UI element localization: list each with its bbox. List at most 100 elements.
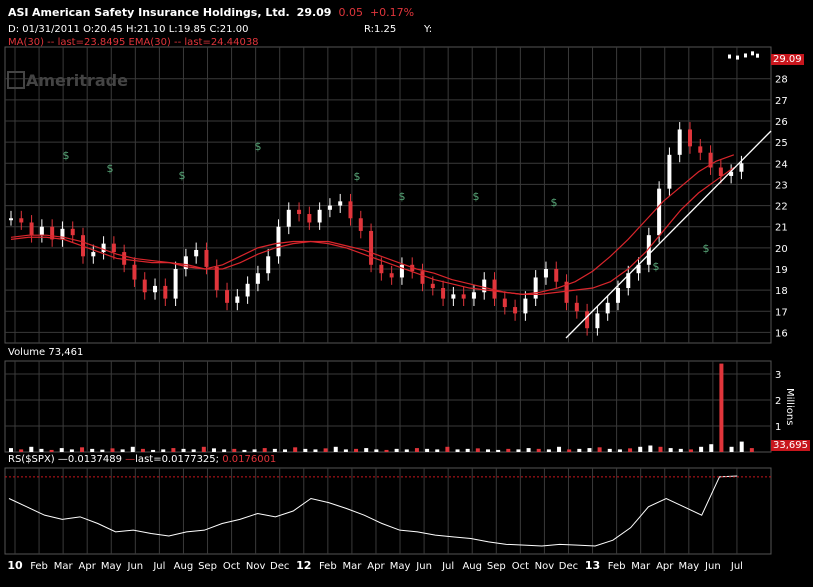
volume-bar	[364, 448, 369, 452]
volume-bar	[262, 448, 267, 452]
volume-bar	[201, 446, 206, 452]
panel-border	[4, 46, 772, 344]
price-candle	[736, 55, 739, 60]
x-tick-label: Jul	[730, 561, 743, 572]
x-tick-label: Aug	[174, 561, 194, 572]
price-candle	[153, 285, 158, 293]
chart-title: ASI American Safety Insurance Holdings, …	[8, 6, 414, 19]
price-candle	[564, 281, 569, 303]
panel-border	[4, 360, 772, 453]
volume-bar	[39, 448, 44, 452]
price-candle	[482, 279, 487, 293]
volume-bar	[739, 441, 744, 452]
price-candle	[728, 54, 731, 59]
volume-bar	[536, 448, 541, 452]
volume-bar	[628, 448, 633, 452]
volume-bar	[69, 449, 74, 452]
price-candle	[751, 51, 754, 56]
price-candle	[430, 283, 435, 289]
price-candle	[399, 264, 404, 278]
volume-bar	[567, 449, 572, 452]
volume-bar	[719, 363, 724, 452]
volume-bar	[729, 446, 734, 452]
volume-bar	[90, 448, 95, 452]
watermark-logo	[7, 71, 25, 89]
rs-value2: 0.0176001	[222, 454, 277, 465]
dividend-marker: $	[107, 162, 114, 175]
volume-bar	[303, 448, 308, 452]
volume-bar	[222, 449, 227, 452]
volume-bar	[688, 449, 693, 452]
company-name: American Safety Insurance Holdings, Ltd.	[32, 6, 290, 19]
price-change: 0.05	[338, 6, 363, 19]
rs-label: RS($SPX)	[8, 454, 55, 465]
volume-bar	[384, 449, 389, 452]
x-tick-label: Sep	[487, 561, 506, 572]
ma-legend: MA(30) -- last=23.8495 EMA(30) -- last=2…	[8, 37, 259, 48]
y-tick-label: 21	[775, 223, 788, 234]
price-candle	[646, 235, 651, 265]
price-candle	[173, 269, 178, 299]
volume-bar	[323, 448, 328, 452]
price-candle	[348, 201, 353, 219]
x-tick-label: Dec	[559, 561, 578, 572]
price-candle	[214, 266, 219, 291]
y-tick-label: 19	[775, 265, 788, 276]
price-candle	[739, 163, 744, 172]
price-candle	[471, 292, 476, 299]
y-tick-label: 23	[775, 180, 788, 191]
volume-bar	[191, 449, 196, 452]
price-candle	[636, 264, 641, 274]
price-candle	[657, 188, 662, 236]
volume-bar	[283, 449, 288, 452]
rs-legend: RS($SPX) —0.0137489 —last=0.0177325; 0.0…	[8, 454, 277, 465]
price-candle	[266, 256, 271, 274]
volume-bar	[151, 449, 156, 452]
price-candle	[543, 269, 548, 278]
price-candle	[9, 218, 13, 221]
y-tick-label: 24	[775, 159, 788, 170]
volume-bar	[617, 449, 622, 452]
volume-unit-label: Millions	[784, 388, 795, 426]
x-tick-label: May	[390, 561, 411, 572]
volume-bar	[699, 446, 704, 452]
volume-bar	[242, 449, 247, 452]
price-candle	[729, 171, 734, 176]
x-tick-label: Jul	[152, 561, 165, 572]
volume-bar	[485, 449, 490, 452]
volume-bar	[607, 448, 612, 452]
x-tick-label: Jun	[704, 561, 721, 572]
x-tick-label: 13	[585, 559, 600, 572]
range-readout: R:1.25	[364, 24, 397, 35]
x-tick-label: Sep	[198, 561, 217, 572]
volume-bar	[445, 446, 450, 452]
rs-line	[8, 475, 738, 547]
x-tick-label: Apr	[79, 561, 97, 572]
price-candle	[50, 226, 55, 240]
ema30-line	[10, 154, 735, 295]
volume-bar	[749, 448, 754, 452]
volume-bar	[516, 449, 521, 452]
price-candle	[122, 252, 127, 265]
x-tick-label: Jul	[441, 561, 454, 572]
price-candle	[513, 307, 518, 314]
volume-bar	[49, 449, 54, 452]
x-tick-label: May	[101, 561, 122, 572]
volume-bar	[161, 449, 166, 452]
high-readout: H:21.10	[125, 24, 166, 35]
price-candle	[451, 294, 456, 299]
x-tick-label: Oct	[512, 561, 529, 572]
volume-bar	[597, 447, 602, 452]
volume-bar	[9, 448, 13, 452]
volume-bar	[59, 448, 64, 452]
volume-bar	[272, 448, 277, 452]
price-candle	[338, 201, 343, 206]
price-candle	[101, 243, 106, 253]
price-candle	[698, 146, 703, 153]
price-candle	[574, 302, 579, 312]
x-tick-label: Mar	[631, 561, 651, 572]
price-candle	[19, 218, 24, 223]
volume-last-tag: 33,695	[771, 440, 810, 451]
y-tick-label: 17	[775, 307, 788, 318]
price-candle	[708, 152, 713, 168]
